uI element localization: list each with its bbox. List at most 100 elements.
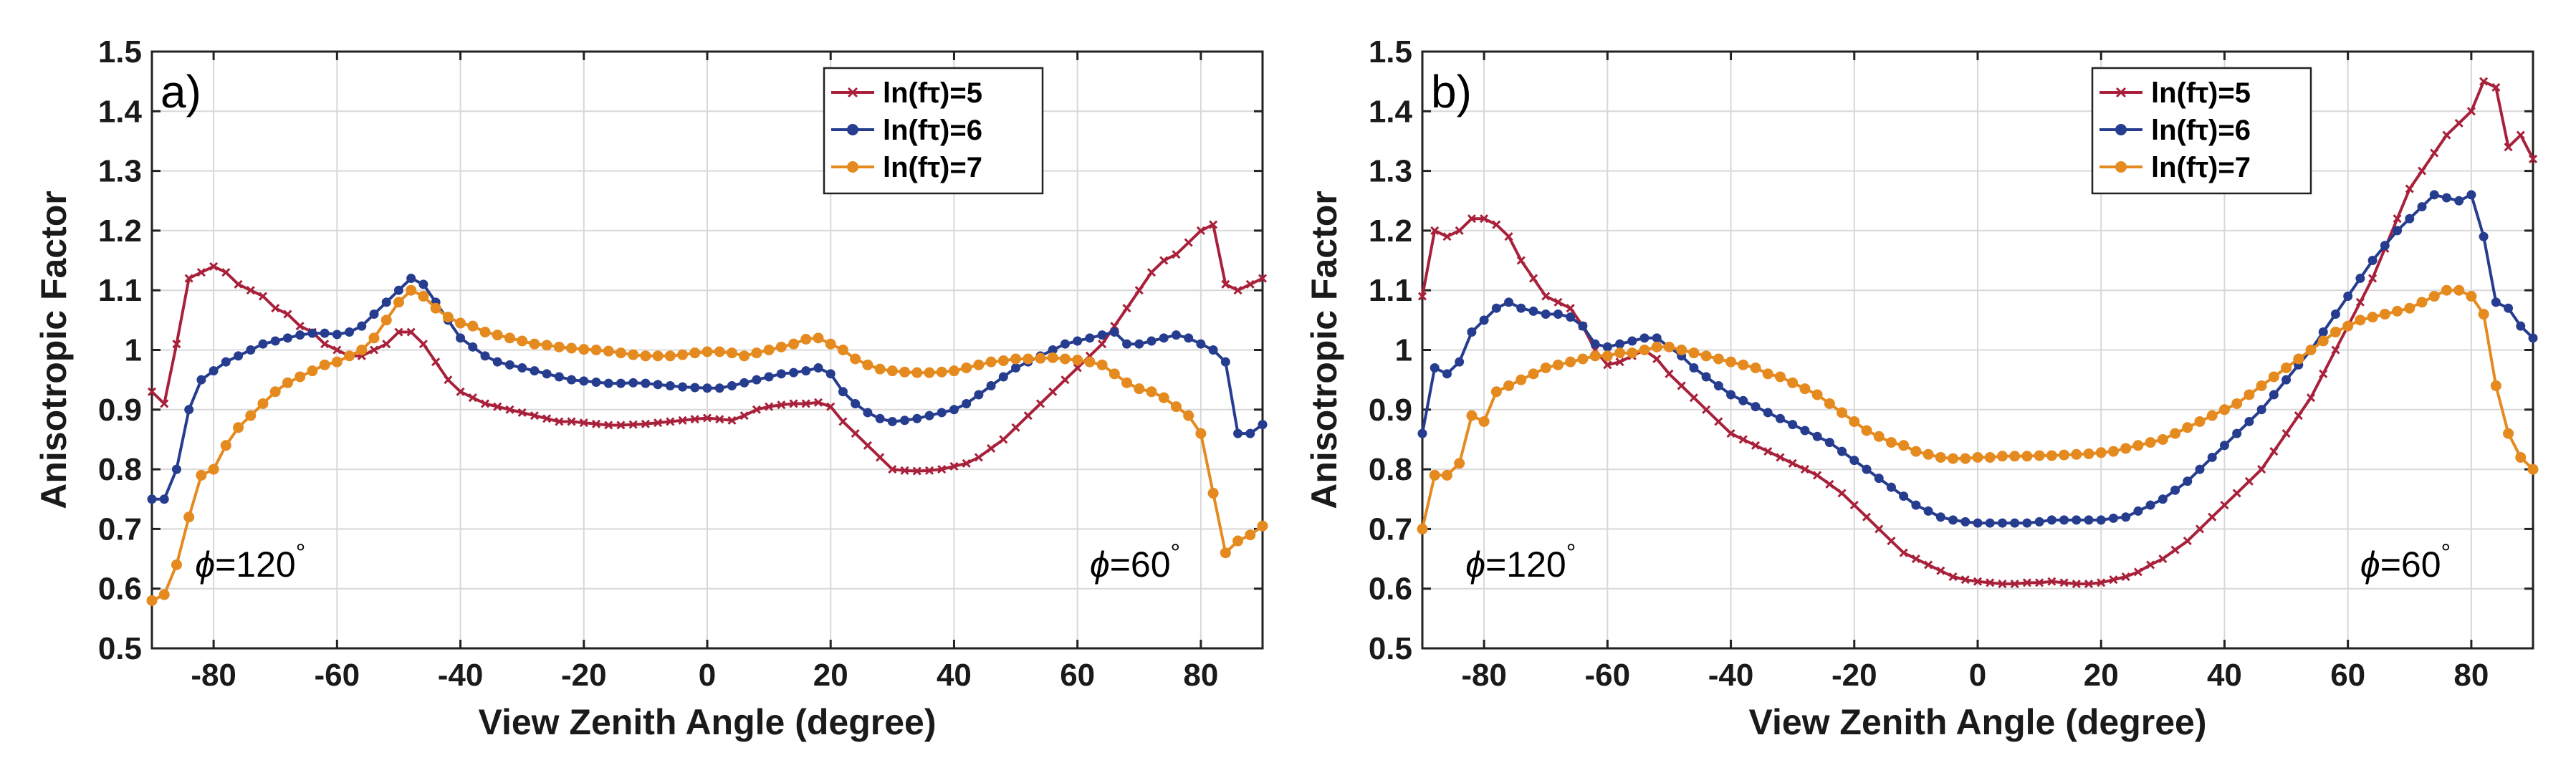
- data-point: [2059, 449, 2070, 461]
- data-point: [406, 327, 416, 337]
- data-point: [641, 419, 650, 428]
- data-point: [2479, 231, 2489, 241]
- data-point: [2479, 77, 2489, 86]
- data-point: [555, 417, 564, 426]
- data-point: [505, 405, 514, 414]
- data-point: [2059, 578, 2069, 587]
- data-point: [788, 338, 800, 350]
- data-point: [1911, 554, 1920, 564]
- data-point: [1811, 389, 1823, 400]
- data-point: [1960, 575, 1970, 585]
- x-tick-label: -80: [1461, 658, 1507, 693]
- data-point: [517, 408, 527, 418]
- x-tick-label: 80: [2453, 658, 2489, 693]
- data-point: [2281, 362, 2292, 373]
- data-point: [1601, 350, 1613, 362]
- data-point: [986, 380, 996, 390]
- data-point: [714, 383, 724, 393]
- data-point: [702, 346, 713, 357]
- y-tick-label: 0.9: [1369, 393, 1412, 428]
- data-point: [1035, 399, 1045, 408]
- data-point: [924, 466, 934, 475]
- data-point: [2405, 213, 2415, 224]
- data-point: [1417, 428, 1427, 438]
- data-point: [1886, 482, 1896, 492]
- legend-swatch-marker: [2115, 87, 2127, 98]
- data-point: [1455, 357, 1465, 367]
- data-point: [1245, 428, 1255, 438]
- data-point: [1652, 354, 1662, 364]
- data-point: [1899, 548, 1908, 557]
- degree-symbol: °: [296, 539, 306, 567]
- data-point: [2010, 579, 2019, 589]
- data-point: [530, 411, 539, 421]
- data-point: [1911, 500, 1921, 510]
- data-point: [567, 417, 576, 426]
- legend-swatch-marker: [847, 87, 858, 98]
- data-point: [813, 362, 823, 373]
- y-tick-label: 1.1: [1369, 273, 1412, 308]
- data-point: [2417, 166, 2427, 176]
- data-point: [2367, 312, 2378, 323]
- data-point: [159, 494, 169, 504]
- data-point: [331, 356, 343, 368]
- data-point: [739, 378, 750, 388]
- data-point: [777, 400, 786, 410]
- data-point: [911, 367, 923, 378]
- data-point: [529, 338, 540, 350]
- data-point: [2084, 579, 2094, 589]
- data-point: [702, 413, 712, 423]
- y-tick-label: 0.7: [98, 512, 142, 547]
- data-point: [727, 416, 737, 425]
- data-point: [1590, 339, 1600, 349]
- data-point: [209, 366, 219, 376]
- data-point: [258, 292, 268, 301]
- data-point: [2170, 545, 2180, 554]
- data-point: [2393, 226, 2403, 236]
- data-point: [825, 338, 836, 350]
- data-point: [2343, 292, 2353, 302]
- data-point: [1208, 345, 1218, 355]
- data-point: [504, 360, 514, 370]
- data-point: [591, 377, 601, 387]
- data-point: [887, 416, 897, 426]
- data-point: [1257, 520, 1268, 532]
- data-point: [394, 327, 403, 337]
- data-point: [553, 341, 565, 352]
- data-point: [1566, 312, 1576, 322]
- data-point: [2516, 130, 2525, 140]
- data-point: [763, 345, 775, 355]
- y-tick-label: 0.6: [98, 572, 142, 607]
- data-point: [876, 453, 885, 462]
- data-point: [1553, 297, 1563, 307]
- data-point: [1577, 353, 1589, 365]
- data-point: [320, 340, 330, 349]
- data-point: [418, 291, 429, 302]
- data-point: [183, 512, 195, 523]
- data-point: [2318, 327, 2328, 337]
- data-point: [1059, 353, 1071, 365]
- data-point: [2442, 130, 2451, 140]
- data-point: [1738, 395, 1748, 405]
- data-point: [813, 398, 823, 407]
- data-point: [628, 378, 638, 388]
- data-point: [1948, 453, 1959, 464]
- angle-annotation: ϕ=60°: [1090, 539, 1180, 585]
- data-point: [1023, 411, 1033, 421]
- data-point: [924, 410, 934, 421]
- data-point: [936, 366, 947, 378]
- x-tick-label: 40: [937, 658, 972, 693]
- data-point: [221, 357, 231, 367]
- degree-symbol: °: [1171, 539, 1181, 567]
- data-point: [208, 464, 219, 475]
- x-tick-label: 20: [2084, 658, 2119, 693]
- x-tick-label: 80: [1183, 658, 1218, 693]
- data-point: [715, 415, 724, 424]
- data-point: [1417, 523, 1428, 534]
- legend-entry-label: ln(fτ)=5: [2151, 77, 2251, 109]
- data-point: [838, 387, 848, 397]
- data-point: [1614, 347, 1626, 359]
- data-point: [1898, 440, 1910, 451]
- data-point: [146, 595, 158, 606]
- data-point: [2047, 577, 2057, 586]
